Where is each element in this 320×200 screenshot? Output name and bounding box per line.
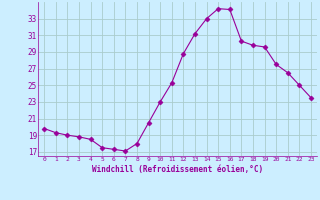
- X-axis label: Windchill (Refroidissement éolien,°C): Windchill (Refroidissement éolien,°C): [92, 165, 263, 174]
